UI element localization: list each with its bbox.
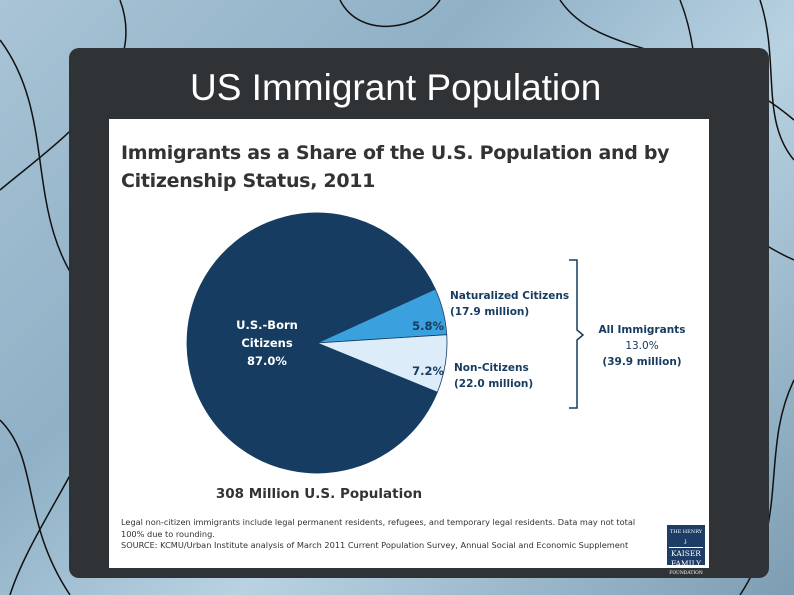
logo-line1: THE HENRY J. (669, 527, 703, 548)
slide-title: US Immigrant Population (190, 67, 602, 108)
footnote: Legal non-citizen immigrants include leg… (121, 517, 651, 552)
total-label: 308 Million U.S. Population (216, 486, 422, 502)
label-non-citizens-detail: (22.0 million) (454, 378, 533, 390)
label-naturalized-name: Naturalized Citizens (450, 290, 569, 302)
bracket-detail: (39.9 million) (602, 356, 681, 368)
label-us-born-pct: 87.0% (247, 354, 287, 368)
logo-line4: FOUNDATION (669, 571, 703, 576)
kaiser-logo: THE HENRY J. KAISER FAMILY FOUNDATION (667, 525, 705, 576)
chart-card: U.S.-Born Citizens 87.0% 5.8% 7.2% Naturalize… (109, 119, 709, 576)
bracket-pct: 13.0% (625, 340, 658, 352)
footnote-note: Legal non-citizen immigrants include leg… (121, 517, 636, 539)
logo-line2: KAISER (671, 549, 701, 558)
label-naturalized-detail: (17.9 million) (450, 306, 529, 318)
label-non-citizens-name: Non-Citizens (454, 362, 529, 374)
bracket-label: All Immigrants (599, 324, 686, 336)
label-us-born-line1: U.S.-Born (236, 318, 298, 332)
slice-us-born (186, 212, 438, 474)
chart-title: Immigrants as a Share of the U.S. Popula… (121, 142, 670, 192)
pie-chart: U.S.-Born Citizens 87.0% 5.8% 7.2% Naturalize… (186, 212, 686, 502)
footnote-source: SOURCE: KCMU/Urban Institute analysis of… (121, 540, 629, 550)
logo-line3: FAMILY (670, 559, 702, 568)
label-naturalized-pct: 5.8% (412, 319, 444, 333)
label-non-citizens-pct: 7.2% (412, 364, 444, 378)
label-us-born-line2: Citizens (241, 336, 293, 350)
bracket (569, 259, 585, 409)
